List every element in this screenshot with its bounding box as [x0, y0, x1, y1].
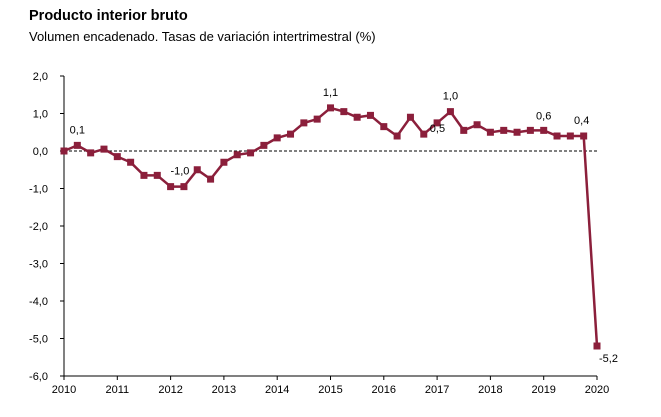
- data-point: [60, 147, 68, 155]
- data-point: [500, 126, 508, 134]
- data-point: [593, 342, 601, 350]
- x-tick-label: 2015: [318, 384, 342, 396]
- data-label: 1,0: [443, 91, 458, 103]
- x-tick-label: 2011: [105, 384, 129, 396]
- y-tick-label: -2,0: [29, 221, 48, 233]
- data-point: [220, 158, 228, 166]
- data-point: [327, 104, 334, 112]
- x-tick-label: 2013: [212, 384, 236, 396]
- x-tick-label: 2018: [478, 384, 502, 396]
- data-point: [127, 158, 135, 166]
- data-point: [287, 130, 295, 138]
- data-point: [273, 134, 281, 142]
- data-point: [87, 149, 95, 157]
- data-label: 0,5: [430, 123, 445, 135]
- data-point: [420, 130, 428, 138]
- x-tick-label: 2016: [372, 384, 396, 396]
- y-tick-label: 1,0: [33, 109, 48, 121]
- data-label: 0,6: [536, 110, 551, 122]
- data-point: [566, 132, 574, 140]
- data-label: 0,1: [70, 124, 85, 136]
- data-point: [233, 151, 241, 159]
- series-gdp: [60, 104, 601, 350]
- data-point: [73, 141, 81, 149]
- chart-title: Producto interior bruto: [29, 8, 188, 24]
- data-point: [433, 119, 441, 127]
- data-point: [260, 141, 268, 149]
- data-label: 1,1: [323, 87, 338, 99]
- x-tick-label: 2012: [158, 384, 182, 396]
- data-point: [553, 132, 561, 140]
- data-point: [353, 113, 361, 121]
- y-tick-label: -6,0: [29, 371, 48, 383]
- data-point: [180, 183, 188, 191]
- data-point: [513, 128, 521, 136]
- data-label: -1,0: [170, 166, 189, 178]
- data-point: [313, 115, 321, 123]
- data-point: [526, 126, 534, 134]
- x-axis: 2010 2011 2012 2013 2014 2015 2016 2017 2018 2019…: [52, 375, 609, 396]
- data-point: [366, 111, 374, 119]
- x-tick-label: 2014: [265, 384, 289, 396]
- data-point: [340, 108, 348, 116]
- chart-subtitle: Volumen encadenado. Tasas de variación i…: [29, 29, 376, 44]
- data-point: [406, 113, 414, 121]
- data-labels: 0,1 -1,0 1,1 0,5 1,0 0,6 0,4 -5,2: [70, 87, 618, 365]
- data-label: 0,4: [574, 115, 589, 127]
- y-tick-label: -1,0: [29, 184, 48, 196]
- data-point: [140, 171, 148, 179]
- series-line: [63, 106, 599, 347]
- data-point: [100, 145, 108, 153]
- x-tick-label: 2019: [531, 384, 555, 396]
- data-point: [207, 175, 215, 183]
- y-tick-label: -3,0: [29, 259, 48, 271]
- data-point: [486, 128, 494, 136]
- y-axis: 2,0 1,0 0,0 -1,0 -2,0 -3,0 -4,0 -5,0 -6,0: [29, 71, 65, 383]
- data-point: [540, 126, 548, 134]
- data-point: [460, 126, 468, 134]
- data-point: [380, 123, 388, 131]
- data-point: [113, 153, 121, 161]
- data-point: [580, 132, 588, 140]
- x-tick-label: 2017: [425, 384, 449, 396]
- data-point: [300, 119, 308, 127]
- y-tick-label: 0,0: [33, 146, 48, 158]
- y-tick-label: -5,0: [29, 334, 48, 346]
- data-point: [167, 183, 175, 191]
- data-point: [247, 149, 255, 157]
- data-point: [193, 166, 201, 174]
- y-tick-label: -4,0: [29, 296, 48, 308]
- x-tick-label: 2020: [585, 384, 609, 396]
- data-point: [446, 108, 454, 116]
- data-point: [153, 171, 161, 179]
- x-tick-label: 2010: [52, 384, 76, 396]
- data-point: [393, 132, 401, 140]
- data-point: [473, 121, 481, 129]
- data-label: -5,2: [599, 353, 618, 365]
- y-tick-label: 2,0: [33, 71, 48, 83]
